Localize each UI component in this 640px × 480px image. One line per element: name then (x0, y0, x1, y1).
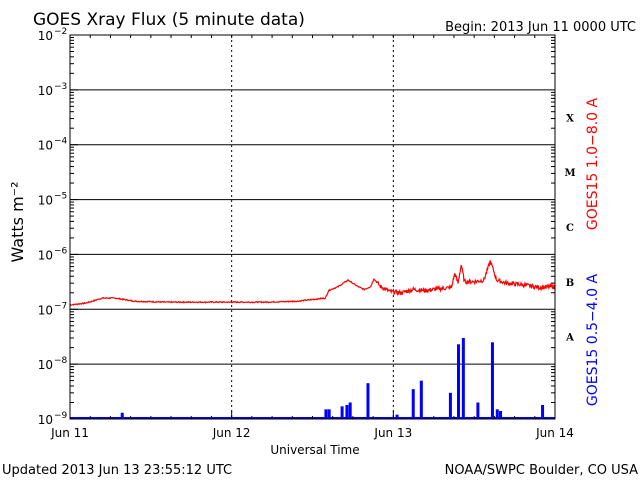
y-tick-exponent: −3 (54, 82, 67, 92)
x-tick-label: Jun 13 (373, 426, 412, 440)
x-tick-labels: Jun 11 Jun 12 Jun 13 Jun 14 (50, 426, 574, 440)
y-tick-exponent: −7 (54, 301, 67, 311)
spike-blue (120, 412, 124, 418)
y-tick-exponent: −2 (54, 27, 67, 37)
spike-blue (457, 344, 460, 418)
spike-blue (340, 406, 344, 418)
y-tick-exponent: −5 (54, 192, 67, 202)
spike-blue (461, 337, 465, 418)
y-tick-label: 10 (38, 303, 53, 317)
spike-blue (345, 404, 349, 418)
y-tick-label: 10 (38, 139, 53, 153)
x-tick-label: Jun 11 (50, 426, 89, 440)
spike-blue (395, 414, 399, 418)
y-tick-exponent: −8 (54, 356, 68, 366)
series-line-red (69, 260, 556, 306)
x-tick-label: Jun 14 (535, 426, 574, 440)
spike-blue (419, 380, 423, 418)
flare-class-label: A (565, 333, 574, 344)
y-tick-label: 10 (38, 358, 53, 372)
y-tick-label: 10 (38, 29, 53, 43)
axes (69, 34, 556, 420)
y-tick-exponent: −9 (54, 411, 68, 421)
y-tick-labels: 10−210−310−410−510−610−710−810−9 (38, 27, 68, 427)
spike-blue (490, 342, 494, 418)
flare-class-label: C (566, 223, 574, 234)
flare-class-label: X (566, 113, 574, 124)
spike-blue (327, 409, 331, 418)
source-credit: NOAA/SWPC Boulder, CO USA (445, 463, 638, 478)
y-tick-exponent: −4 (54, 137, 68, 147)
updated-timestamp: Updated 2013 Jun 13 23:55:12 UTC (2, 463, 232, 478)
flare-class-label: M (564, 168, 575, 179)
spike-blue (324, 409, 328, 418)
begin-time: Begin: 2013 Jun 11 0000 UTC (445, 20, 636, 35)
y-tick-label: 10 (38, 413, 53, 427)
plot-grid (70, 35, 555, 419)
flare-class-label: B (566, 278, 574, 289)
chart-title: GOES Xray Flux (5 minute data) (33, 10, 305, 30)
plot-frame (69, 34, 556, 420)
y-tick-label: 10 (38, 194, 53, 208)
spike-blue (499, 410, 503, 418)
y-tick-label: 10 (38, 248, 53, 262)
spike-blue (411, 389, 415, 418)
legend-red-series: GOES15 1.0−8.0 A (585, 98, 601, 231)
legend-blue-series: GOES15 0.5−4.0 A (585, 274, 601, 407)
y-tick-label: 10 (38, 84, 53, 98)
spike-blue (348, 402, 352, 418)
spike-blue (541, 404, 545, 418)
flare-class-labels: X M C B A (564, 113, 575, 343)
x-axis-label: Universal Time (270, 443, 359, 457)
y-tick-exponent: −6 (54, 246, 68, 256)
y-axis-label: Watts m⁻² (8, 181, 27, 262)
spike-blue (495, 409, 499, 418)
x-tick-label: Jun 12 (212, 426, 251, 440)
spike-blue (448, 392, 452, 418)
spike-blue (366, 383, 370, 418)
spike-blue (476, 402, 480, 418)
